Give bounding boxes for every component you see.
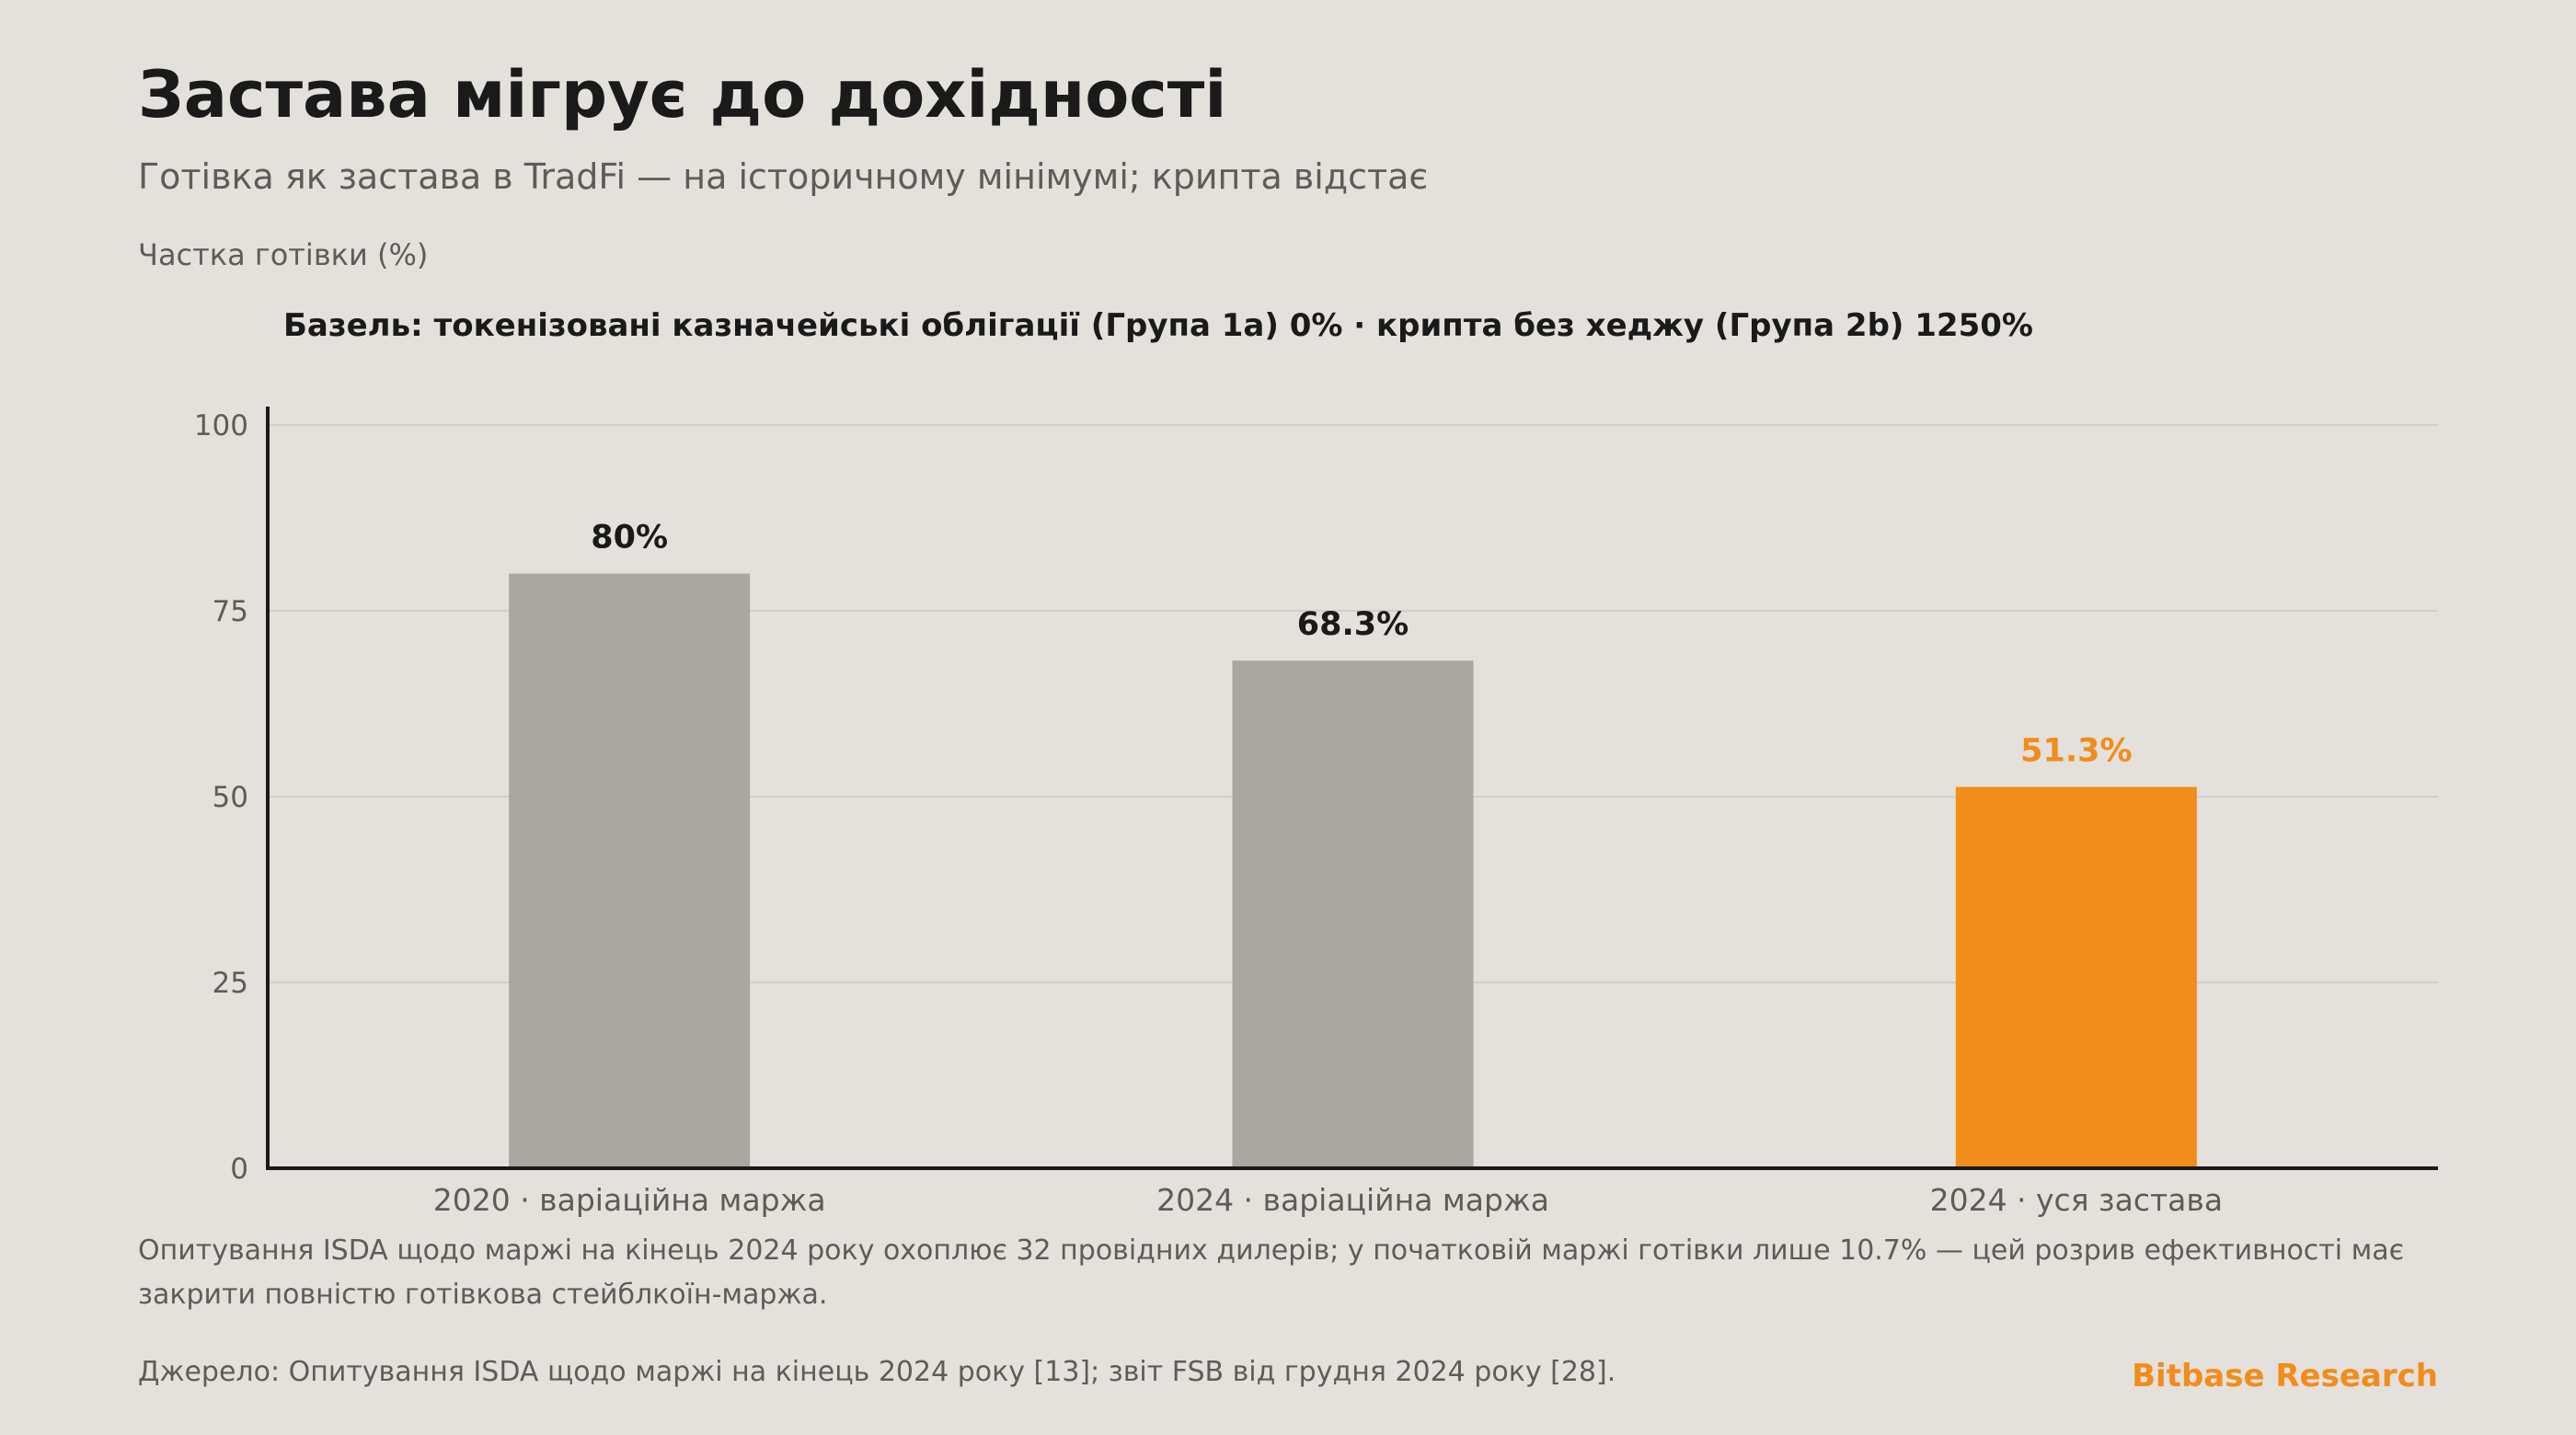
bar — [1955, 786, 2197, 1168]
bar-value-label: 68.3% — [1297, 606, 1409, 643]
x-axis-categories: 2020 · варіаційна маржа 2024 · варіаційна… — [433, 1182, 2223, 1218]
source-note: Джерело: Опитування ISDA щодо маржі на к… — [138, 1356, 1616, 1388]
y-tick-label: 50 — [213, 781, 248, 814]
chart-title: Застава мігрує до дохідності — [138, 57, 1227, 132]
basel-annotation: Базель: токенізовані казначейські обліга… — [283, 307, 2033, 344]
bars — [509, 573, 2197, 1168]
x-category-label: 2020 · варіаційна маржа — [433, 1182, 826, 1218]
footnote: Опитування ISDA щодо маржі на кінець 202… — [138, 1234, 2405, 1311]
x-category-label: 2024 · уся застава — [1930, 1182, 2224, 1218]
brand-logo: Bitbase Research — [2132, 1358, 2438, 1395]
bar — [1232, 660, 1474, 1168]
bar — [509, 573, 751, 1168]
bar-value-label: 80% — [591, 520, 668, 557]
chart-subtitle: Готівка як застава в TradFi — на історич… — [138, 156, 1429, 197]
y-tick-label: 100 — [194, 409, 248, 442]
y-axis-ticks: 0 25 50 75 100 — [194, 409, 248, 1186]
y-tick-label: 0 — [230, 1153, 248, 1186]
y-tick-label: 75 — [213, 595, 248, 628]
y-axis-label: Частка готівки (%) — [138, 237, 429, 272]
value-labels: 80% 68.3% 51.3% — [591, 520, 2132, 770]
bar-value-label: 51.3% — [2020, 732, 2132, 769]
y-tick-label: 25 — [213, 967, 248, 1000]
x-category-label: 2024 · варіаційна маржа — [1156, 1182, 1549, 1218]
